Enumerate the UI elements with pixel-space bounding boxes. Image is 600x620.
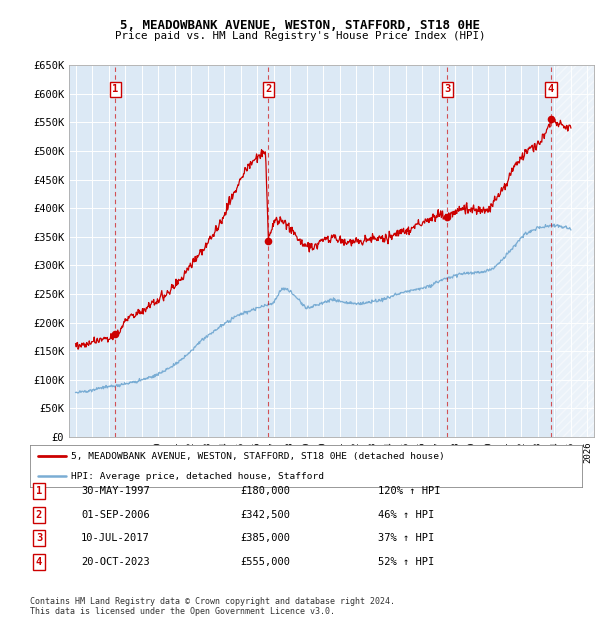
Text: 01-SEP-2006: 01-SEP-2006 bbox=[81, 510, 150, 520]
Text: 20-OCT-2023: 20-OCT-2023 bbox=[81, 557, 150, 567]
Text: 3: 3 bbox=[444, 84, 451, 94]
Bar bbox=[556, 65, 600, 437]
Text: 120% ↑ HPI: 120% ↑ HPI bbox=[378, 486, 440, 496]
Text: 52% ↑ HPI: 52% ↑ HPI bbox=[378, 557, 434, 567]
Text: 1: 1 bbox=[36, 486, 42, 496]
Text: Contains HM Land Registry data © Crown copyright and database right 2024.: Contains HM Land Registry data © Crown c… bbox=[30, 597, 395, 606]
Text: £342,500: £342,500 bbox=[240, 510, 290, 520]
Text: £180,000: £180,000 bbox=[240, 486, 290, 496]
Text: HPI: Average price, detached house, Stafford: HPI: Average price, detached house, Staf… bbox=[71, 472, 325, 480]
Text: 5, MEADOWBANK AVENUE, WESTON, STAFFORD, ST18 0HE (detached house): 5, MEADOWBANK AVENUE, WESTON, STAFFORD, … bbox=[71, 452, 445, 461]
Text: This data is licensed under the Open Government Licence v3.0.: This data is licensed under the Open Gov… bbox=[30, 607, 335, 616]
Text: 1: 1 bbox=[112, 84, 119, 94]
Text: 5, MEADOWBANK AVENUE, WESTON, STAFFORD, ST18 0HE: 5, MEADOWBANK AVENUE, WESTON, STAFFORD, … bbox=[120, 19, 480, 32]
Text: 4: 4 bbox=[36, 557, 42, 567]
Text: 3: 3 bbox=[36, 533, 42, 543]
Text: 2: 2 bbox=[265, 84, 271, 94]
Text: 10-JUL-2017: 10-JUL-2017 bbox=[81, 533, 150, 543]
Text: Price paid vs. HM Land Registry's House Price Index (HPI): Price paid vs. HM Land Registry's House … bbox=[115, 31, 485, 41]
Text: £385,000: £385,000 bbox=[240, 533, 290, 543]
Text: 46% ↑ HPI: 46% ↑ HPI bbox=[378, 510, 434, 520]
Text: 4: 4 bbox=[548, 84, 554, 94]
Text: 30-MAY-1997: 30-MAY-1997 bbox=[81, 486, 150, 496]
Text: 37% ↑ HPI: 37% ↑ HPI bbox=[378, 533, 434, 543]
Text: 2: 2 bbox=[36, 510, 42, 520]
Text: £555,000: £555,000 bbox=[240, 557, 290, 567]
